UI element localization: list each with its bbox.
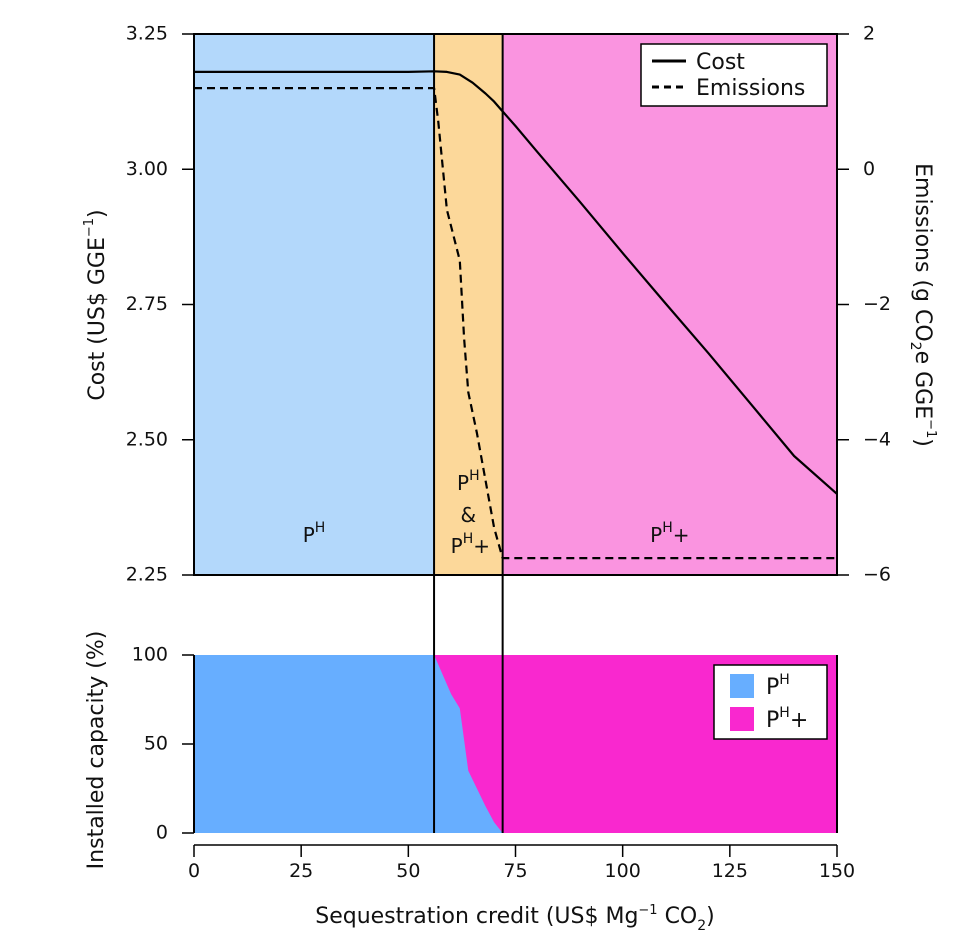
y-tick-label: 2.75	[126, 293, 168, 315]
emissions-axis-label: Emissions (g CO2e GGE−1)	[907, 163, 939, 447]
region-label: PH	[303, 520, 326, 547]
left-axis-ticks: 2.25 2.50 2.75 3.00 3.25	[126, 23, 194, 586]
region-label: PH+	[650, 520, 689, 547]
y-tick-label: 2.25	[126, 564, 168, 586]
legend-swatch-ph	[730, 674, 754, 698]
x-tick-label: 0	[188, 860, 200, 882]
bottom-y-tick-label: 50	[144, 733, 168, 755]
bottom-legend: PH PH+	[713, 664, 828, 740]
y-tick-label: 3.00	[126, 158, 168, 180]
cost-axis-label: Cost (US$ GGE−1)	[82, 209, 111, 400]
y-tick-label: 2.50	[126, 428, 168, 450]
bottom-y-tick-label: 0	[156, 822, 168, 844]
legend-label-ph: PH	[766, 672, 790, 700]
legend-swatch-ph-plus	[730, 707, 754, 731]
x-tick-label: 75	[503, 860, 527, 882]
y2-tick-label: 2	[863, 23, 875, 45]
x-tick-label: 150	[819, 860, 855, 882]
x-axis-ticks: 0 25 50 75 100 125 150	[188, 845, 855, 882]
region-backgrounds	[194, 34, 837, 575]
area-ph	[194, 655, 837, 833]
bottom-axis-ticks: 0 50 100	[132, 644, 194, 844]
region-label-amp: &	[461, 503, 477, 527]
right-axis-ticks: −6 −4 −2 0 2	[837, 23, 891, 586]
bottom-y-tick-label: 100	[132, 644, 168, 666]
x-tick-label: 50	[396, 860, 420, 882]
region-label: PH+	[451, 531, 490, 558]
y-tick-label: 3.25	[126, 23, 168, 45]
region-labels: PH PH & PH+ PH+	[303, 468, 690, 558]
series-line-emissions	[194, 87, 837, 560]
legend-label-ph-plus: PH+	[766, 705, 808, 733]
x-tick-label: 100	[605, 860, 641, 882]
region-bg-1	[434, 34, 503, 575]
top-legend: Cost Emissions	[640, 43, 828, 107]
legend-label-emissions: Emissions	[696, 76, 805, 101]
legend-box	[640, 43, 828, 107]
bottom-panel: 0 50 100 Installed capacity (%) PH PH+	[84, 631, 838, 870]
series-lines	[194, 70, 838, 560]
y2-tick-label: −6	[863, 564, 891, 586]
x-tick-label: 125	[712, 860, 748, 882]
region-bg-2	[502, 34, 837, 575]
y2-tick-label: −2	[863, 293, 891, 315]
series-line-cost	[194, 70, 838, 495]
y2-tick-label: −4	[863, 428, 891, 450]
region-label: PH	[457, 468, 480, 495]
capacity-axis-label: Installed capacity (%)	[84, 631, 109, 870]
legend-label-cost: Cost	[696, 50, 745, 75]
x-axis-label: Sequestration credit (US$ Mg−1 CO2)	[315, 903, 715, 934]
region-bg-0	[194, 34, 435, 575]
y2-tick-label: 0	[863, 158, 875, 180]
x-tick-label: 25	[289, 860, 313, 882]
